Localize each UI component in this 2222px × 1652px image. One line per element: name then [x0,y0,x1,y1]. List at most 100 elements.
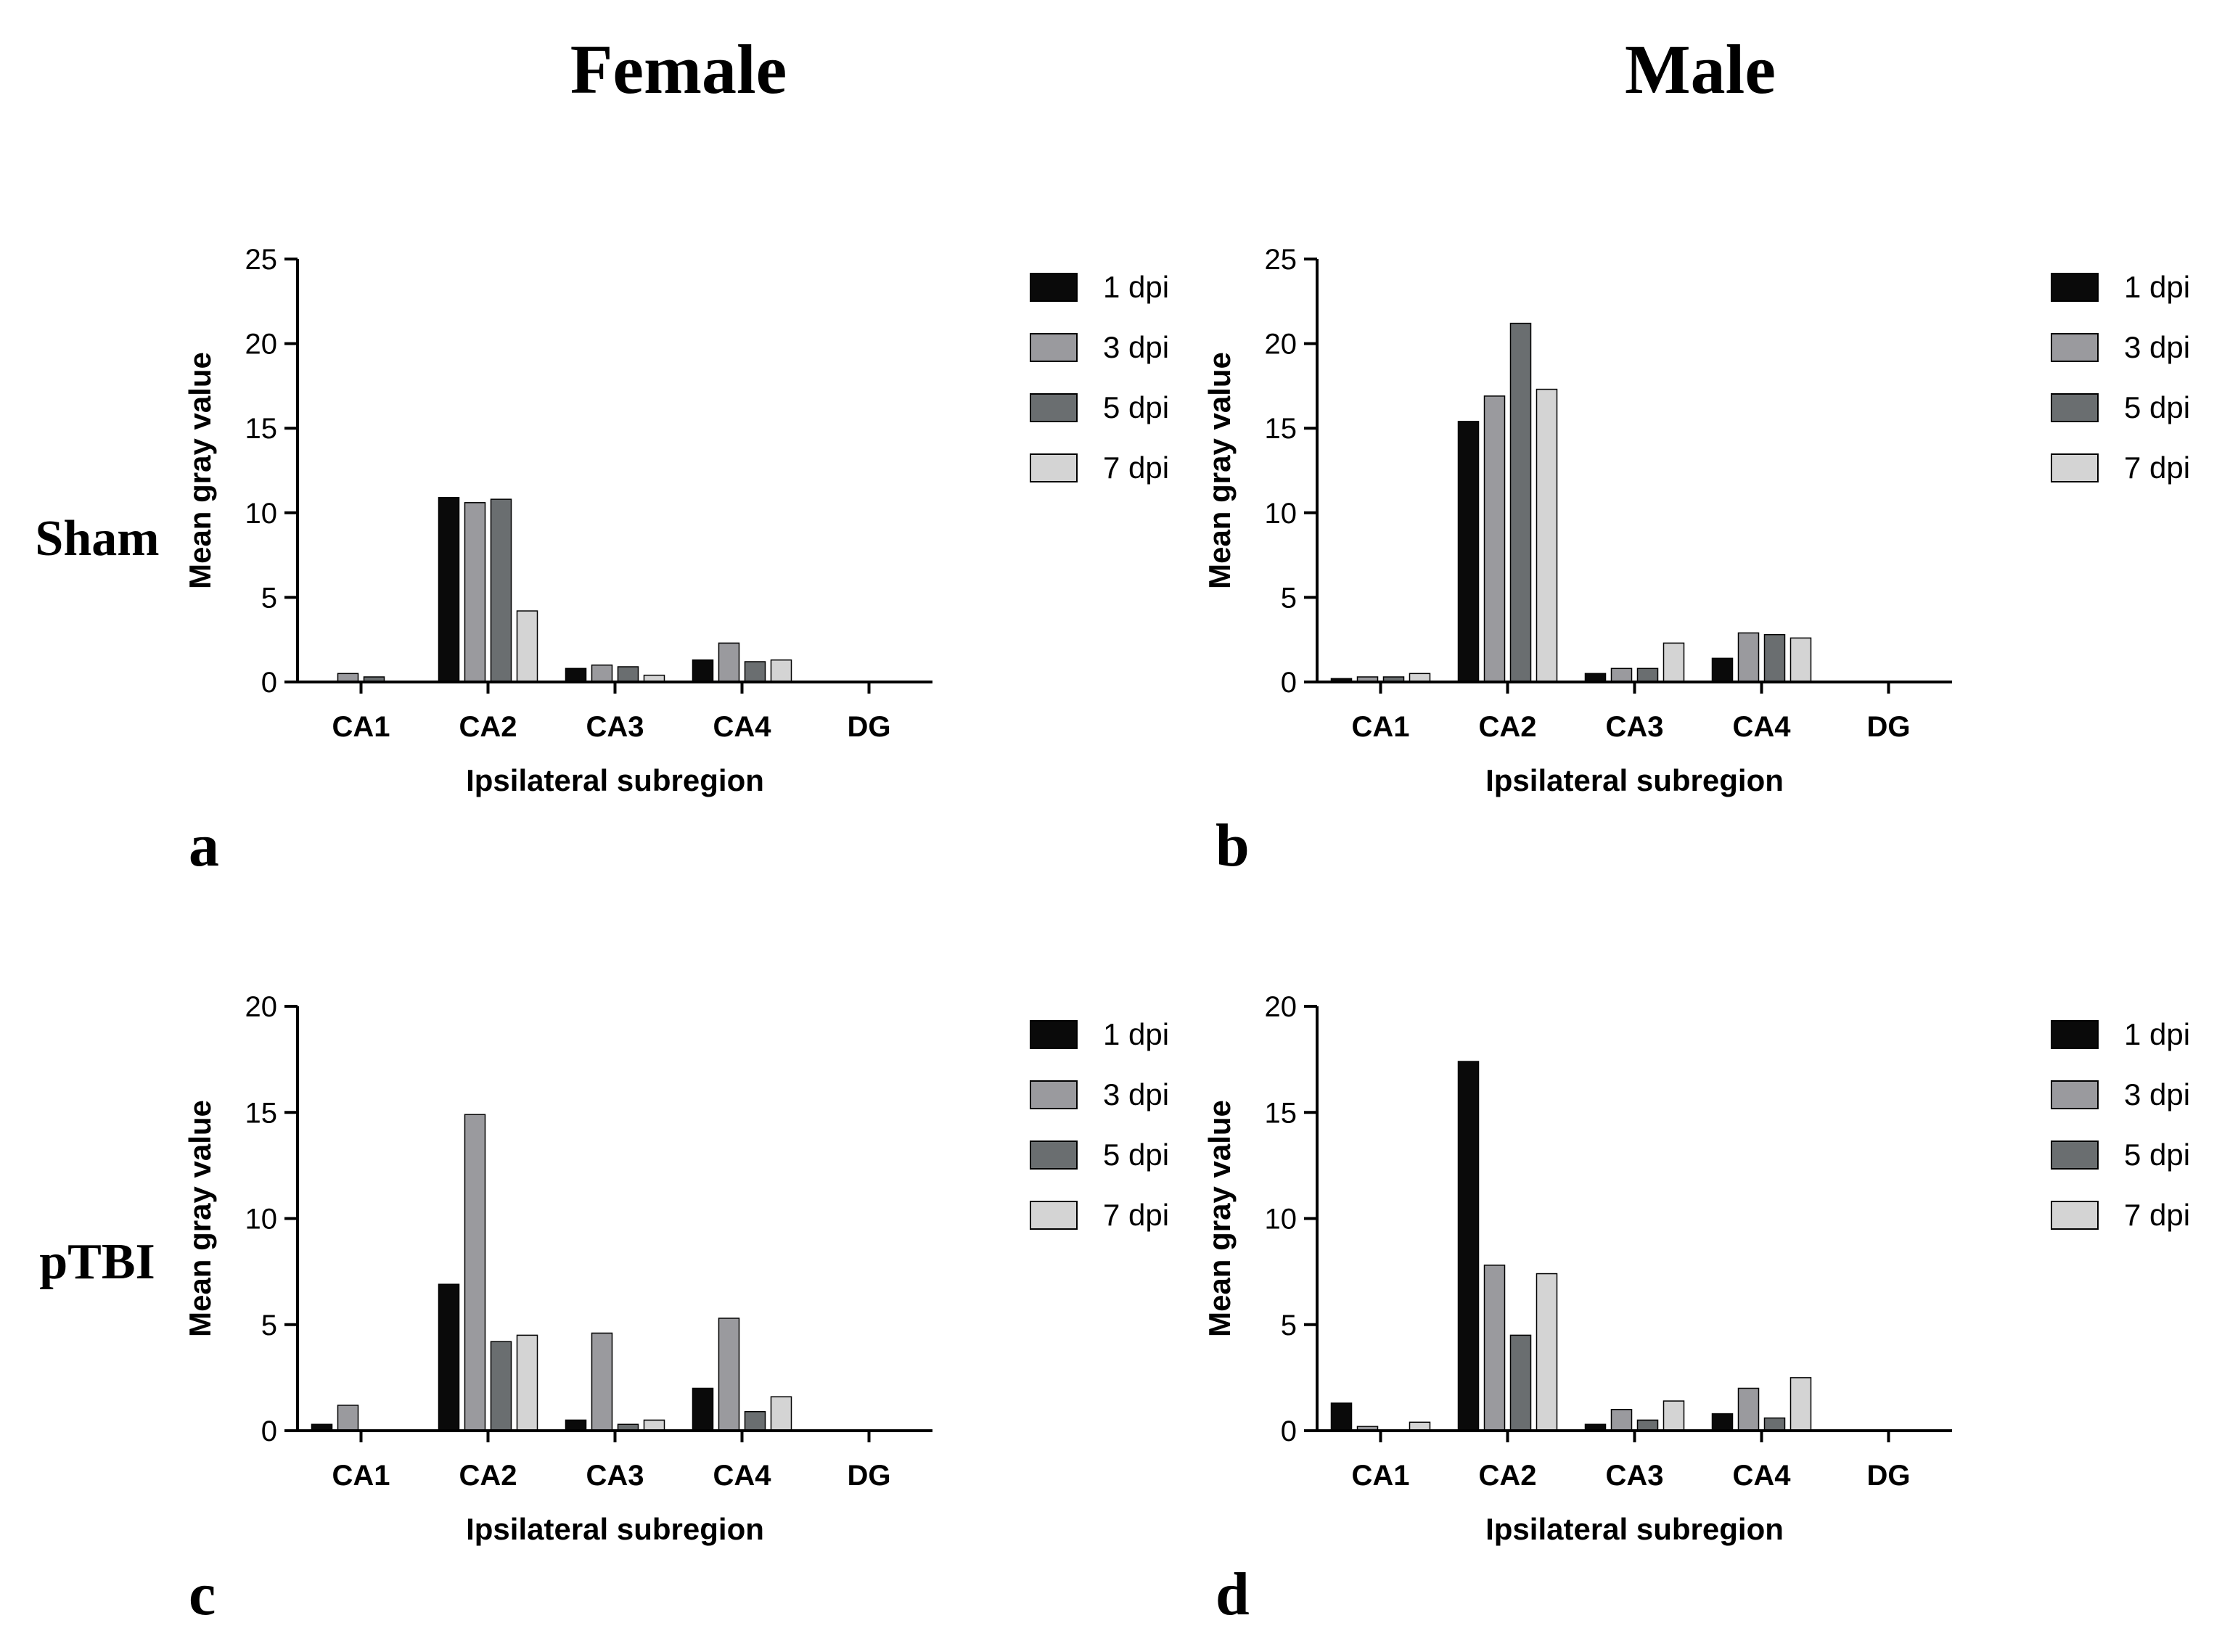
panel-a-y-tick-label: 25 [245,244,278,276]
panel-c-x-tick-label-dg: DG [848,1460,891,1492]
panel-c-bar-ca2-3-dpi [464,1114,486,1431]
column-header-female: Female [570,30,787,108]
panel-a-y-tick-label: 15 [245,413,278,445]
panel-c-y-tick-label: 20 [245,991,278,1023]
panel-b-bar-ca4-1-dpi [1711,657,1734,683]
panel-d-bar-ca2-5-dpi [1509,1334,1532,1431]
panel-c-bar-ca2-7-dpi [516,1334,538,1431]
row-header-sham: Sham [35,511,159,567]
panel-d-x-axis-title: Ipsilateral subregion [1485,1512,1784,1546]
panel-b-x-tick-label-dg: DG [1867,711,1911,743]
panel-d-x-tick-label-ca1: CA1 [1351,1460,1409,1492]
panel-d-legend-label-3-dpi: 3 dpi [2124,1077,2190,1111]
panel-c-legend-label-3-dpi: 3 dpi [1103,1077,1169,1111]
panel-a-y-tick-label: 10 [245,498,278,530]
panel-a-bar-ca4-5-dpi [744,661,766,683]
panel-c-y-axis-title: Mean gray value [183,1100,217,1337]
panel-c-y-tick-label: 15 [245,1097,278,1129]
panel-d-legend-swatch-1-dpi [2051,1020,2099,1049]
panel-letter-c: c [189,1561,216,1628]
panel-c-y-tick-label: 10 [245,1204,278,1236]
panel-a-x-tick-label-ca3: CA3 [586,711,644,743]
panel-c-y-tick-label: 0 [261,1415,277,1447]
panel-c-legend-label-5-dpi: 5 dpi [1103,1138,1169,1172]
panel-b-y-tick-label: 20 [1265,329,1297,361]
panel-a-x-tick-label-ca2: CA2 [459,711,517,743]
panel-b-y-axis-title: Mean gray value [1202,352,1237,589]
panel-d-bar-ca1-1-dpi [1330,1402,1353,1431]
panel-b-bar-ca3-5-dpi [1636,667,1659,683]
panel-b-y-tick-label: 0 [1281,667,1297,699]
panel-d-x-tick-label-ca2: CA2 [1478,1460,1536,1492]
panel-b-x-tick-label-ca2: CA2 [1478,711,1536,743]
panel-a-legend-label-7-dpi: 7 dpi [1103,451,1169,485]
panel-a-legend-swatch-5-dpi [1030,393,1078,422]
panel-b-legend-swatch-5-dpi [2051,393,2099,422]
column-header-male: Male [1625,30,1776,108]
panel-c-legend-label-7-dpi: 7 dpi [1103,1198,1169,1232]
panel-a-x-tick-label-dg: DG [848,711,891,743]
panel-b-bar-ca3-7-dpi [1663,642,1685,683]
panel-c-legend-swatch-5-dpi [1030,1141,1078,1170]
panel-d-bar-ca2-3-dpi [1483,1265,1506,1431]
panel-letter-a: a [189,812,219,879]
panel-a-y-tick-label: 5 [261,582,277,614]
panel-b-bar-ca3-3-dpi [1610,667,1633,683]
panel-b-bar-ca4-7-dpi [1790,637,1812,683]
panel-a-legend-swatch-3-dpi [1030,333,1078,362]
panel-letter-d: d [1215,1561,1250,1628]
panel-b-legend-swatch-7-dpi [2051,453,2099,482]
panel-d-y-axis-title: Mean gray value [1202,1100,1237,1337]
panel-d-bar-ca3-3-dpi [1610,1409,1633,1431]
panel-b-bar-ca4-5-dpi [1763,633,1786,683]
panel-b-bar-ca2-5-dpi [1509,322,1532,683]
panel-a-legend-label-3-dpi: 3 dpi [1103,330,1169,364]
panel-d-bar-ca4-5-dpi [1763,1417,1786,1431]
panel-b-y-tick-label: 15 [1265,413,1297,445]
panel-c-bar-ca4-7-dpi [770,1396,792,1431]
panel-c-x-tick-label-ca4: CA4 [713,1460,771,1492]
panel-a-bar-ca2-3-dpi [464,502,486,683]
panel-d-y-tick-label: 5 [1281,1310,1297,1341]
panel-b-bar-ca2-3-dpi [1483,395,1506,683]
panel-a-y-axis-title: Mean gray value [183,352,217,589]
panel-b-bar-ca4-3-dpi [1737,632,1760,683]
panel-a-legend-label-1-dpi: 1 dpi [1103,270,1169,304]
panel-c-bar-ca3-3-dpi [591,1332,613,1431]
panel-a-bar-ca3-3-dpi [591,664,613,683]
panel-d-x-tick-label-ca3: CA3 [1605,1460,1663,1492]
panel-c-bar-ca3-7-dpi [643,1419,665,1431]
panel-d-bar-ca4-7-dpi [1790,1377,1812,1431]
panel-a-bar-ca3-1-dpi [565,667,587,683]
panel-c-bar-ca2-5-dpi [490,1341,512,1431]
panel-c-bar-ca4-3-dpi [718,1318,740,1431]
panel-c-legend-swatch-7-dpi [1030,1201,1078,1230]
panel-d-y-tick-label: 0 [1281,1415,1297,1447]
panel-b-legend-swatch-3-dpi [2051,333,2099,362]
panel-b-y-tick-label: 25 [1265,244,1297,276]
panel-d-bar-ca4-1-dpi [1711,1413,1734,1431]
panel-letter-b: b [1215,812,1250,879]
panel-d-y-tick-label: 15 [1265,1097,1297,1129]
panel-b-bar-ca2-7-dpi [1536,388,1558,683]
panel-b-legend-label-7-dpi: 7 dpi [2124,451,2190,485]
panel-b-bar-ca2-1-dpi [1457,421,1480,683]
panel-c-x-axis-title: Ipsilateral subregion [466,1512,764,1546]
panel-a-legend-swatch-7-dpi [1030,453,1078,482]
panel-d-y-tick-label: 10 [1265,1204,1297,1236]
panel-c-bar-ca3-1-dpi [565,1419,587,1431]
panel-c-x-tick-label-ca3: CA3 [586,1460,644,1492]
panel-b-x-tick-label-ca3: CA3 [1605,711,1663,743]
panel-b-x-tick-label-ca4: CA4 [1732,711,1791,743]
panel-c-legend-swatch-3-dpi [1030,1080,1078,1109]
panel-c-legend-label-1-dpi: 1 dpi [1103,1017,1169,1051]
panel-a-y-tick-label: 0 [261,667,277,699]
panel-b-x-axis-title: Ipsilateral subregion [1485,763,1784,797]
panel-d-legend-label-7-dpi: 7 dpi [2124,1198,2190,1232]
panel-c-bar-ca1-3-dpi [337,1405,359,1431]
panel-a-bar-ca2-5-dpi [490,498,512,683]
panel-a-bar-ca2-1-dpi [438,497,460,683]
panel-a-bar-ca4-1-dpi [692,659,714,683]
panel-d-bar-ca3-5-dpi [1636,1419,1659,1431]
